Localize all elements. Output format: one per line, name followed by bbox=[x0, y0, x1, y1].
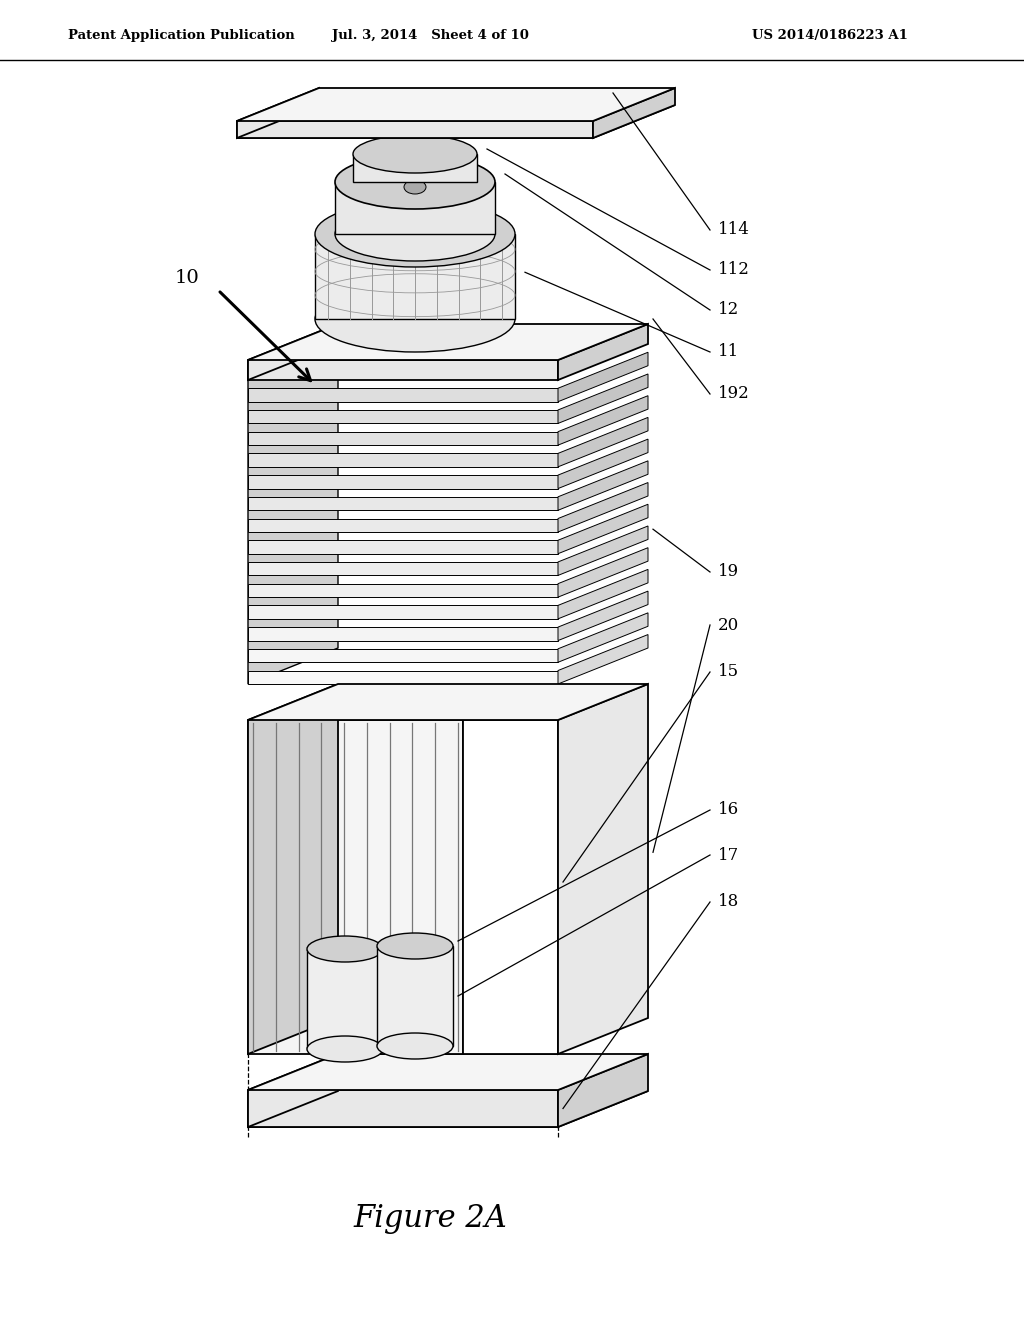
Polygon shape bbox=[315, 234, 515, 319]
Text: Patent Application Publication: Patent Application Publication bbox=[68, 29, 295, 41]
Polygon shape bbox=[237, 121, 593, 139]
Text: 20: 20 bbox=[718, 616, 739, 634]
Polygon shape bbox=[248, 360, 558, 380]
Ellipse shape bbox=[419, 162, 441, 177]
Polygon shape bbox=[248, 627, 558, 640]
Ellipse shape bbox=[404, 180, 426, 194]
Polygon shape bbox=[558, 440, 648, 488]
Text: Jul. 3, 2014   Sheet 4 of 10: Jul. 3, 2014 Sheet 4 of 10 bbox=[332, 29, 528, 41]
Polygon shape bbox=[248, 496, 558, 511]
Polygon shape bbox=[377, 946, 453, 1045]
Text: 17: 17 bbox=[718, 846, 739, 863]
Ellipse shape bbox=[315, 286, 515, 352]
Polygon shape bbox=[237, 88, 319, 139]
Polygon shape bbox=[248, 475, 558, 488]
Polygon shape bbox=[248, 649, 558, 663]
Polygon shape bbox=[353, 154, 477, 182]
Polygon shape bbox=[248, 453, 558, 467]
Ellipse shape bbox=[442, 168, 464, 182]
Polygon shape bbox=[248, 323, 648, 360]
Polygon shape bbox=[558, 635, 648, 684]
Ellipse shape bbox=[353, 135, 477, 173]
Ellipse shape bbox=[389, 162, 411, 177]
Polygon shape bbox=[558, 591, 648, 640]
Polygon shape bbox=[558, 374, 648, 424]
Ellipse shape bbox=[315, 201, 515, 267]
Polygon shape bbox=[307, 949, 383, 1049]
Ellipse shape bbox=[377, 1034, 453, 1059]
Polygon shape bbox=[248, 519, 558, 532]
Polygon shape bbox=[248, 388, 558, 401]
Polygon shape bbox=[558, 323, 648, 380]
Polygon shape bbox=[558, 352, 648, 401]
Text: 15: 15 bbox=[718, 664, 739, 681]
Polygon shape bbox=[248, 719, 463, 1053]
Polygon shape bbox=[248, 1092, 648, 1127]
Polygon shape bbox=[558, 548, 648, 597]
Text: 11: 11 bbox=[718, 343, 739, 360]
Polygon shape bbox=[248, 684, 338, 1053]
Polygon shape bbox=[248, 1053, 648, 1090]
Polygon shape bbox=[248, 671, 558, 684]
Polygon shape bbox=[558, 569, 648, 619]
Polygon shape bbox=[558, 1053, 648, 1127]
Polygon shape bbox=[237, 106, 675, 139]
Polygon shape bbox=[248, 1053, 338, 1127]
Text: 192: 192 bbox=[718, 385, 750, 403]
Ellipse shape bbox=[307, 1036, 383, 1063]
Text: Figure 2A: Figure 2A bbox=[353, 1203, 507, 1233]
Text: 112: 112 bbox=[718, 261, 750, 279]
Text: 10: 10 bbox=[175, 269, 200, 286]
Polygon shape bbox=[558, 684, 648, 1053]
Polygon shape bbox=[593, 88, 675, 139]
Ellipse shape bbox=[307, 936, 383, 962]
Ellipse shape bbox=[366, 168, 388, 182]
Polygon shape bbox=[248, 562, 558, 576]
Polygon shape bbox=[558, 612, 648, 663]
Text: 12: 12 bbox=[718, 301, 739, 318]
Polygon shape bbox=[248, 323, 338, 380]
Polygon shape bbox=[558, 417, 648, 467]
Polygon shape bbox=[558, 525, 648, 576]
Ellipse shape bbox=[377, 933, 453, 960]
Text: 19: 19 bbox=[718, 564, 739, 581]
Ellipse shape bbox=[335, 207, 495, 261]
Polygon shape bbox=[248, 540, 558, 553]
Polygon shape bbox=[248, 1090, 558, 1127]
Polygon shape bbox=[248, 411, 558, 424]
Polygon shape bbox=[335, 182, 495, 234]
Polygon shape bbox=[558, 396, 648, 445]
Polygon shape bbox=[558, 504, 648, 553]
Polygon shape bbox=[248, 606, 558, 619]
Polygon shape bbox=[248, 684, 648, 719]
Polygon shape bbox=[237, 88, 675, 121]
Text: 16: 16 bbox=[718, 801, 739, 818]
Polygon shape bbox=[248, 583, 558, 597]
Polygon shape bbox=[558, 483, 648, 532]
Ellipse shape bbox=[335, 154, 495, 209]
Polygon shape bbox=[248, 345, 338, 684]
Text: 18: 18 bbox=[718, 894, 739, 911]
Polygon shape bbox=[463, 719, 558, 1053]
Text: US 2014/0186223 A1: US 2014/0186223 A1 bbox=[752, 29, 908, 41]
Polygon shape bbox=[248, 432, 558, 445]
Polygon shape bbox=[558, 461, 648, 511]
Text: 114: 114 bbox=[718, 222, 750, 239]
